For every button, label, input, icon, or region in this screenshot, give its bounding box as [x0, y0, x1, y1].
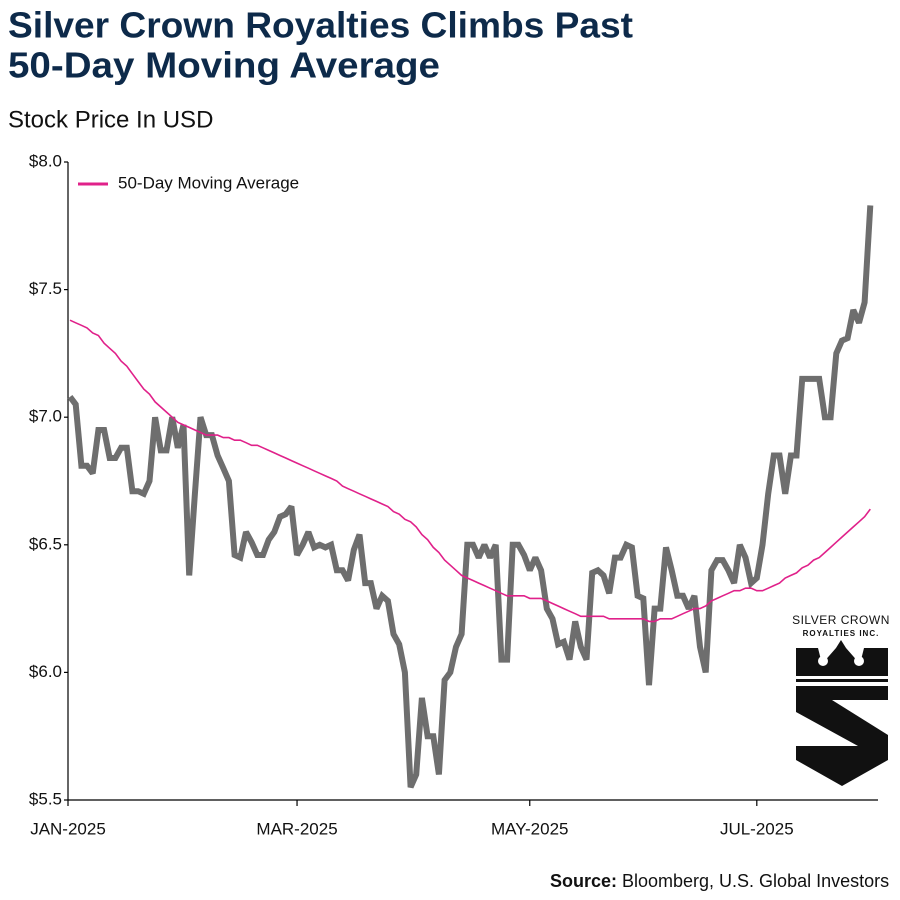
chart-title: Silver Crown Royalties Climbs Past: [8, 5, 633, 46]
series-line: [67, 205, 874, 789]
logo-s: [796, 686, 888, 786]
logo: SILVER CROWN ROYALTIES INC.: [792, 613, 890, 786]
x-tick-label: JUL-2025: [720, 819, 794, 838]
legend-label: 50-Day Moving Average: [118, 173, 299, 192]
source-text: Bloomberg, U.S. Global Investors: [622, 871, 889, 891]
x-tick-label: MAY-2025: [491, 819, 569, 838]
x-tick-label: MAR-2025: [256, 819, 337, 838]
logo-jewel: [818, 656, 828, 666]
logo-text: ROYALTIES INC.: [803, 629, 880, 638]
chart-title: 50-Day Moving Average: [8, 45, 440, 86]
y-tick-label: $7.5: [29, 279, 62, 298]
logo-jewel: [854, 656, 864, 666]
logo-band: [796, 679, 888, 682]
logo-text: SILVER CROWN: [792, 613, 890, 627]
y-tick-label: $7.0: [29, 407, 62, 426]
y-tick-label: $6.5: [29, 534, 62, 553]
x-tick-label: JAN-2025: [30, 819, 106, 838]
y-tick-label: $6.0: [29, 662, 62, 681]
chart-subtitle: Stock Price In USD: [8, 106, 213, 133]
y-tick-label: $5.5: [29, 789, 62, 808]
source-label: Source:: [550, 871, 617, 891]
series-line: [69, 319, 871, 623]
logo-crown: [796, 640, 888, 676]
y-tick-label: $8.0: [29, 151, 62, 170]
